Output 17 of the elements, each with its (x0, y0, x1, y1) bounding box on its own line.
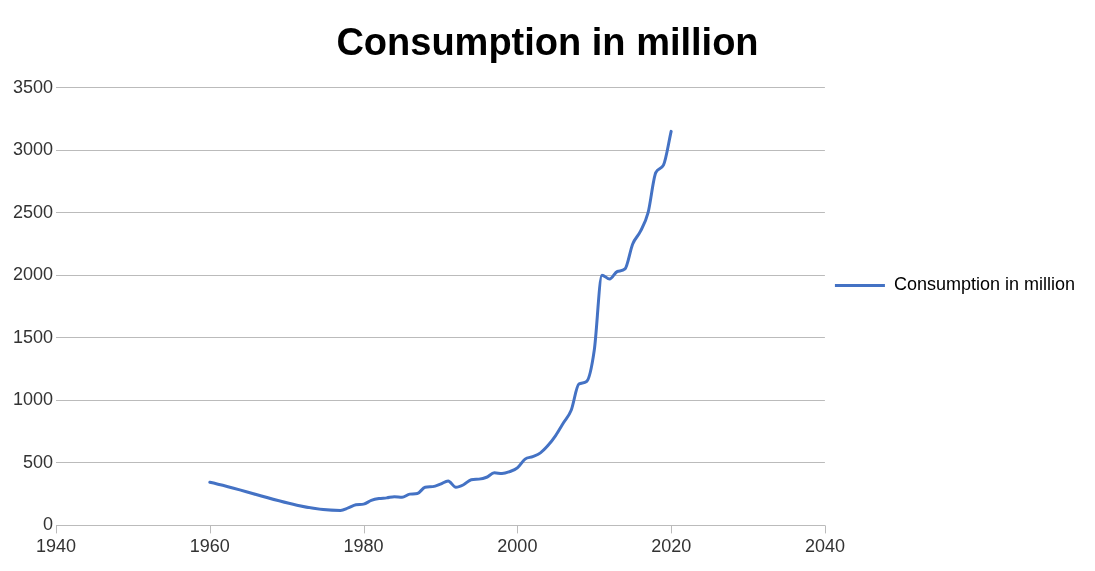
y-tick-label: 2000 (13, 264, 54, 285)
x-tick-label: 2020 (651, 536, 692, 557)
x-tick-label: 1960 (189, 536, 230, 557)
chart-title: Consumption in million (336, 21, 759, 64)
y-tick-label: 2500 (13, 201, 54, 222)
x-tick-label: 1980 (343, 536, 384, 557)
y-tick-label: 1500 (13, 326, 54, 347)
x-tick-label: 2000 (497, 536, 538, 557)
line-series (208, 129, 673, 512)
y-tick-label: 1000 (13, 389, 54, 410)
y-tick-label: 3500 (13, 76, 54, 97)
y-tick-label: 0 (43, 514, 54, 535)
legend-label: Consumption in million (893, 274, 1076, 295)
x-tick-label: 2040 (804, 536, 845, 557)
x-tick-label: 1940 (36, 536, 77, 557)
y-tick-label: 500 (23, 451, 54, 472)
y-tick-label: 3000 (13, 139, 54, 160)
